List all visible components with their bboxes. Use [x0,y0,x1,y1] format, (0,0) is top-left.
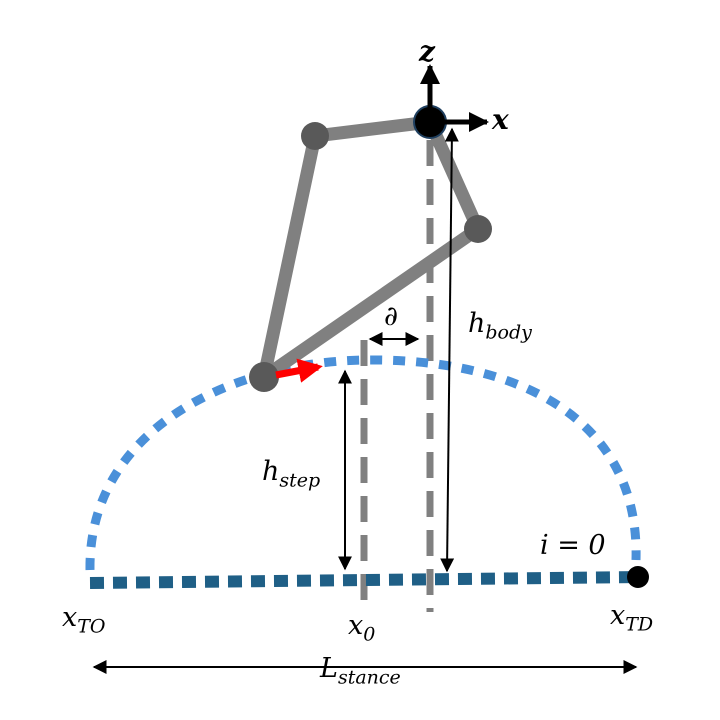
leg-link-upper-front [423,115,485,236]
h-body-label: hbody [468,308,532,344]
offset-label: ∂ [384,301,398,332]
robot-leg [249,105,492,392]
x-td-label: xTD [610,600,654,636]
h-step-label: hstep [262,456,321,492]
z-axis-label: z [419,35,435,68]
velocity-arrow [275,358,323,383]
h-body-arrow [440,127,459,573]
swing-trajectory-arc [85,355,641,571]
foot-joint [249,362,279,392]
knee-joint-rear [301,122,329,150]
leg-link-upper-rear [308,115,437,143]
leg-link-lower-rear [257,129,322,384]
knee-joint-front [464,215,492,243]
index-label: i = 0 [540,530,606,561]
x-axis-label: x [492,103,509,136]
x-to-label: xTO [62,602,106,638]
x-0-label: x0 [348,610,376,646]
touchdown-point [627,566,649,588]
l-stance-label: Lstance [320,653,401,689]
